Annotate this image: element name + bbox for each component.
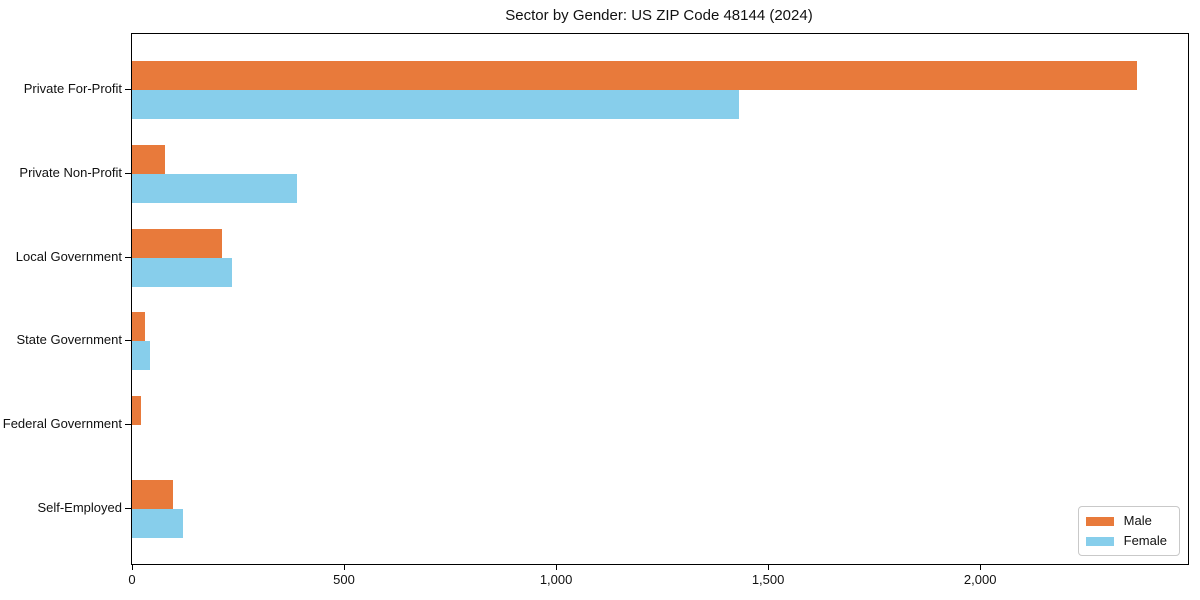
y-tick-label: Private Non-Profit: [19, 164, 122, 180]
x-tick-label: 1,500: [751, 572, 785, 587]
bar-male-private-non-profit: [132, 144, 166, 174]
bar-female-self-employed: [132, 509, 183, 538]
bars-layer: [132, 34, 1188, 564]
y-tick-label: Local Government: [15, 248, 122, 264]
bar-male-private-for-profit: [132, 61, 1138, 90]
legend-swatch-female: [1085, 536, 1114, 546]
legend-label-male: Male: [1123, 513, 1152, 528]
chart-title: Sector by Gender: US ZIP Code 48144 (202…: [505, 7, 813, 24]
bar-female-local-government: [132, 257, 233, 287]
x-tick-mark: [980, 565, 982, 570]
x-tick-label: 0: [128, 572, 136, 587]
y-tick-label: Self-Employed: [37, 500, 122, 515]
legend-entry-female: Female: [1085, 533, 1167, 548]
bar-female-private-non-profit: [132, 173, 298, 203]
x-tick-mark: [556, 565, 558, 570]
legend-label-female: Female: [1123, 533, 1167, 548]
y-tick-label: Private For-Profit: [23, 81, 122, 96]
legend-swatch-male: [1085, 516, 1114, 526]
bar-male-local-government: [132, 228, 222, 258]
bar-female-state-government: [132, 341, 150, 371]
x-tick-label: 2,000: [963, 572, 997, 587]
x-tick-label: 1,000: [539, 572, 573, 587]
x-tick-mark: [344, 565, 345, 570]
plot-area: Male Female: [131, 33, 1189, 565]
x-tick-mark: [768, 565, 770, 570]
bar-female-private-for-profit: [132, 90, 739, 119]
legend-entry-male: Male: [1085, 513, 1167, 528]
x-tick-mark: [132, 565, 133, 570]
y-tick-mark: [125, 340, 131, 342]
y-tick-mark: [125, 172, 131, 174]
y-tick-label: Federal Government: [2, 416, 122, 432]
x-tick-label: 500: [333, 572, 355, 587]
y-tick-mark: [125, 89, 131, 90]
bar-male-federal-government: [132, 396, 141, 426]
y-tick-mark: [125, 424, 131, 426]
legend: Male Female: [1077, 506, 1180, 556]
y-tick-mark: [125, 256, 131, 258]
y-tick-mark: [125, 508, 131, 509]
bar-male-self-employed: [132, 480, 174, 509]
y-tick-label: State Government: [16, 332, 123, 348]
bar-male-state-government: [132, 312, 146, 342]
